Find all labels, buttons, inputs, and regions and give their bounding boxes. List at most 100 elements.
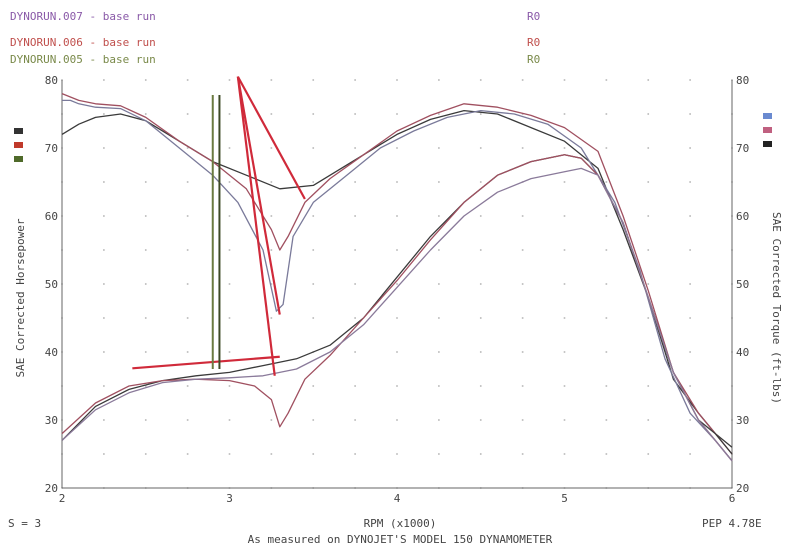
legend-run-1: DYNORUN.007 - base run: [10, 10, 156, 23]
smoothing-label: S = 3: [8, 517, 41, 530]
grid-dot: [270, 113, 273, 115]
grid-dot: [521, 453, 524, 455]
grid-dot: [144, 419, 147, 421]
grid-dot: [396, 453, 398, 455]
right-key-pink: [763, 127, 772, 133]
grid-dot: [186, 147, 189, 149]
grid-dot: [396, 113, 398, 115]
grid-dot: [270, 453, 273, 455]
grid-dot: [103, 283, 105, 285]
grid-dot: [396, 385, 398, 387]
grid-dot: [312, 181, 315, 183]
grid-dot: [563, 351, 566, 353]
red-pointer-line: [236, 76, 306, 200]
grid-dot: [689, 79, 691, 81]
grid-dot: [103, 79, 105, 81]
y-right-tick-label: 70: [736, 142, 749, 155]
grid-dot: [103, 147, 105, 149]
grid-dot: [689, 215, 691, 217]
grid-dot: [605, 215, 608, 217]
grid-dot: [563, 317, 566, 319]
grid-dot: [144, 351, 147, 353]
grid-dot: [312, 453, 315, 455]
horsepower-line-dynorun-005: [61, 167, 733, 462]
red-pointer-line: [132, 355, 280, 370]
annotations: [132, 76, 306, 376]
grid-dot: [228, 181, 231, 183]
grid-dot: [438, 79, 440, 81]
grid-dot: [438, 283, 440, 285]
right-key-blue: [763, 113, 772, 119]
grid-dot: [354, 283, 356, 285]
x-axis-label: RPM (x1000): [364, 517, 437, 530]
grid-dot: [647, 249, 650, 251]
grid-dot: [103, 181, 105, 183]
grid-dot: [521, 215, 524, 217]
grid-dot: [563, 79, 566, 81]
series-lines: [61, 92, 733, 462]
grid-dot: [438, 317, 440, 319]
grid-dot: [396, 181, 398, 183]
grid-dot: [228, 79, 231, 81]
grid-dot: [103, 453, 105, 455]
grid-dot: [396, 317, 398, 319]
grid-dot: [228, 419, 231, 421]
grid-dot: [689, 419, 691, 421]
plot-frame: [61, 80, 733, 489]
grid-dot: [396, 215, 398, 217]
grid-dot: [186, 215, 189, 217]
grid-dot: [521, 79, 524, 81]
legend-run-3-tag: R0: [527, 53, 540, 66]
grid-dot: [354, 385, 356, 387]
horsepower-line-dynorun-007: [61, 154, 733, 455]
grid-dot: [354, 419, 356, 421]
grid-dot: [228, 113, 231, 115]
grid-dot: [605, 351, 608, 353]
grid-dot: [144, 113, 147, 115]
grid-dot: [396, 351, 398, 353]
grid-dot: [312, 385, 315, 387]
grid-dot: [228, 317, 231, 319]
left-key-dark: [14, 128, 23, 134]
grid-dot: [103, 317, 105, 319]
grid-dot: [144, 317, 147, 319]
horsepower-line-dynorun-006: [61, 154, 733, 462]
grid-dot: [647, 419, 650, 421]
y-right-tick-label: 30: [736, 414, 749, 427]
grid-dot: [605, 147, 608, 149]
grid-dot: [521, 249, 524, 251]
grid-dot: [103, 385, 105, 387]
grid-dot: [144, 215, 147, 217]
grid-dot: [689, 385, 691, 387]
grid-dot: [312, 79, 315, 81]
grid-dot: [647, 385, 650, 387]
grid-dot: [438, 181, 440, 183]
grid-dot: [479, 419, 482, 421]
grid-dot: [647, 283, 650, 285]
grid-dot: [605, 181, 608, 183]
y-axis-left-label: SAE Corrected Horsepower: [14, 218, 27, 377]
grid-dot: [186, 419, 189, 421]
x-tick-label: 3: [226, 492, 233, 505]
grid-dot: [228, 453, 231, 455]
grid-dot: [103, 419, 105, 421]
grid-dot: [312, 283, 315, 285]
grid-dot: [228, 283, 231, 285]
y-right-tick-label: 80: [736, 74, 749, 87]
y-left-tick-label: 70: [45, 142, 58, 155]
x-tick-label: 4: [394, 492, 401, 505]
grid-dot: [186, 181, 189, 183]
grid-dot: [354, 113, 356, 115]
y-left-tick-label: 40: [45, 346, 58, 359]
grid-dot: [563, 385, 566, 387]
grid-dot: [689, 351, 691, 353]
legend-run-2-tag: R0: [527, 36, 540, 49]
grid-dot: [438, 215, 440, 217]
left-key-red: [14, 142, 23, 148]
grid-dot: [479, 181, 482, 183]
grid-dot: [479, 113, 482, 115]
grid-dot: [479, 215, 482, 217]
grid-dot: [479, 249, 482, 251]
grid-dot: [312, 215, 315, 217]
